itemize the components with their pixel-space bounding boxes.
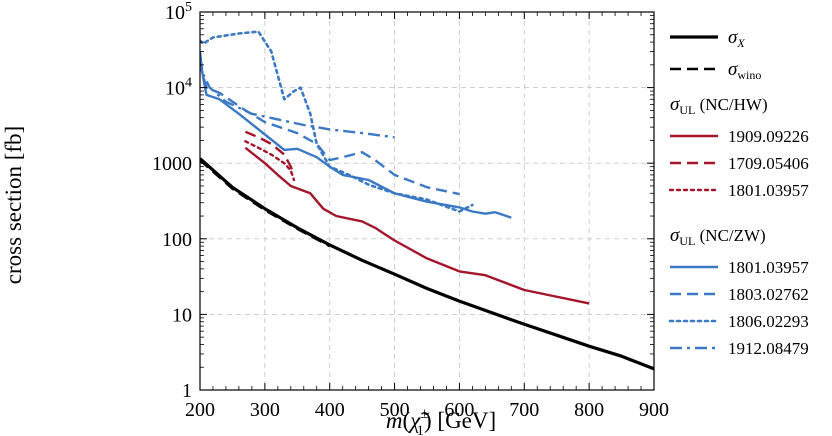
- legend-label: 1803.02762: [728, 285, 809, 304]
- x-tick-label: 800: [574, 399, 604, 421]
- x-tick-label: 900: [639, 399, 669, 421]
- legend: σX σwino σUL (NC/HW) 1909.09226 1709.05406 18…: [668, 27, 809, 358]
- legend-label: 1801.03957: [728, 181, 809, 200]
- y-tick-label: 105: [165, 0, 192, 24]
- series-line-1801-03957: [200, 51, 512, 219]
- x-tick-label: 200: [185, 399, 215, 421]
- legend-label: 1801.03957: [728, 258, 809, 277]
- x-tick-label: 400: [315, 399, 345, 421]
- y-axis-label: cross section [fb]: [1, 126, 26, 284]
- x-tick-label: 600: [444, 399, 474, 421]
- legend-label: 1909.09226: [728, 127, 809, 146]
- x-tick-label: 700: [509, 399, 539, 421]
- series-line-1912-08479: [200, 57, 395, 139]
- y-tick-label: 10: [172, 304, 192, 326]
- x-axis-label: m(χ̃± 1) [GeV]: [386, 406, 496, 436]
- y-tick-label: 1000: [152, 153, 192, 175]
- grid: [200, 12, 654, 390]
- legend-label: 1709.05406: [728, 154, 809, 173]
- plot-frame: [199, 11, 655, 391]
- x-tick-label: 300: [250, 399, 280, 421]
- x-tick-label: 500: [380, 399, 410, 421]
- axis-ticks: 200 300 400 500 600 700 800 900 1 10 100 1000 104 105: [152, 0, 669, 421]
- y-tick-label: 104: [165, 76, 192, 100]
- y-tick-label: 100: [162, 229, 192, 251]
- legend-label: 1806.02293: [728, 312, 809, 331]
- legend-group-heading: σUL (NC/HW): [670, 94, 768, 117]
- series-line-1909-09226: [244, 146, 590, 305]
- y-tick-label: 1: [182, 380, 192, 402]
- legend-group-heading: σUL (NC/ZW): [670, 225, 766, 248]
- series-lines: [200, 30, 654, 371]
- series-line-1709-05406: [244, 130, 296, 176]
- series-line--: [200, 157, 654, 371]
- legend-label: σX: [728, 27, 745, 50]
- series-line-1806-02293: [200, 30, 474, 213]
- legend-label: σwino: [728, 59, 761, 82]
- legend-label: 1912.08479: [728, 339, 809, 358]
- series-line-1801-03957: [244, 140, 296, 182]
